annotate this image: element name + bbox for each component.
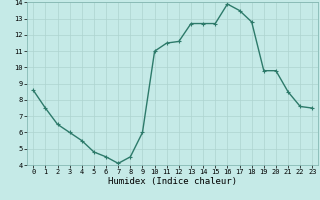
- X-axis label: Humidex (Indice chaleur): Humidex (Indice chaleur): [108, 177, 237, 186]
